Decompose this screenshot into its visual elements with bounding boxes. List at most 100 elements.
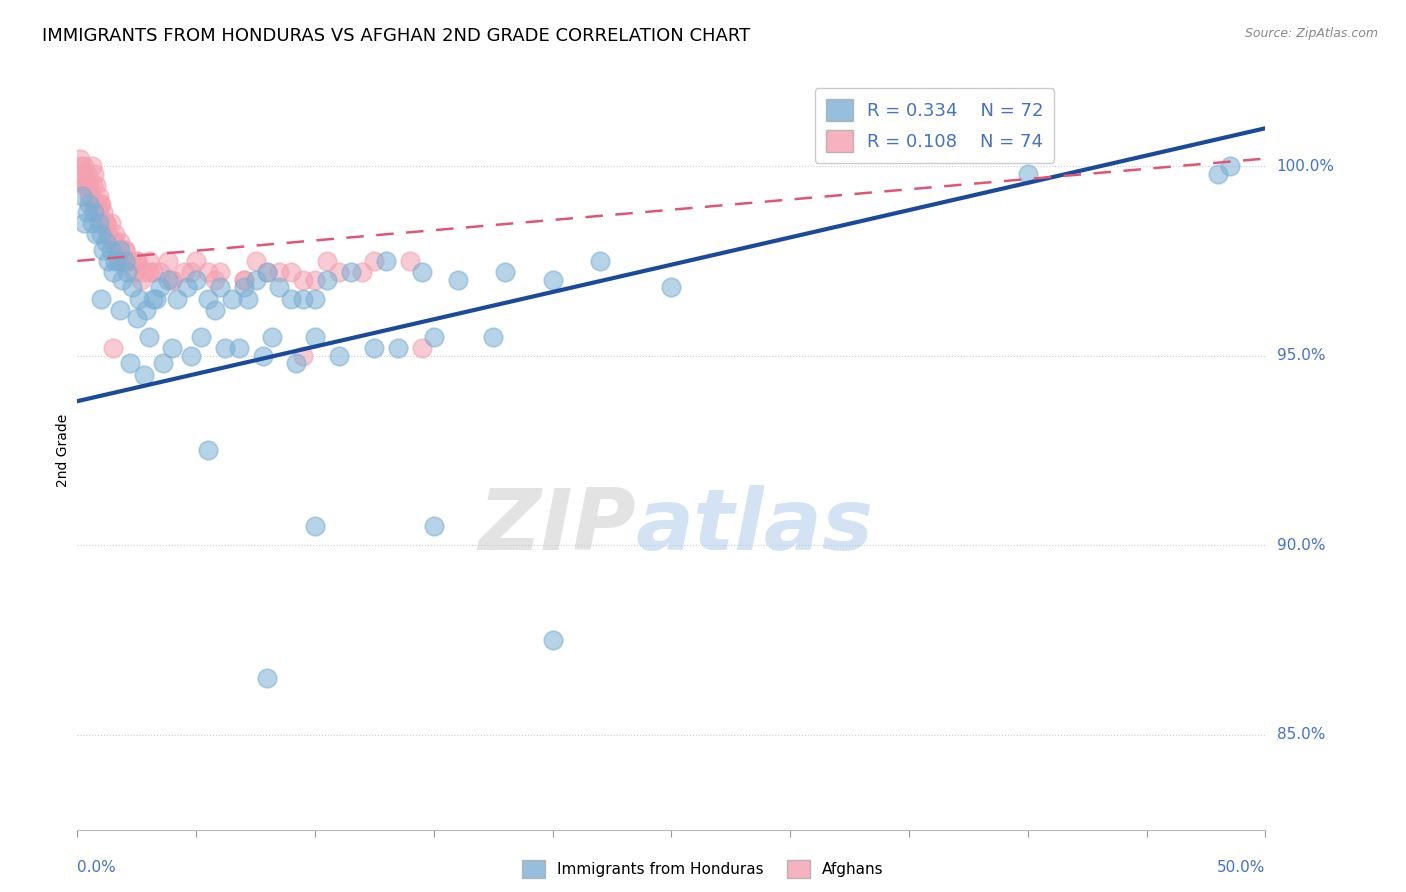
Point <box>142 292 165 306</box>
Point <box>77 197 100 211</box>
Y-axis label: 2nd Grade: 2nd Grade <box>56 414 70 487</box>
Point <box>304 330 326 344</box>
Point <box>176 280 198 294</box>
Point <box>232 280 254 294</box>
Text: IMMIGRANTS FROM HONDURAS VS AFGHAN 2ND GRADE CORRELATION CHART: IMMIGRANTS FROM HONDURAS VS AFGHAN 2ND G… <box>42 27 751 45</box>
Point <box>197 443 219 458</box>
Point <box>135 303 157 318</box>
Point <box>208 265 231 279</box>
Point <box>114 243 136 257</box>
Point <box>173 265 195 279</box>
Point <box>101 235 124 249</box>
Point <box>90 292 112 306</box>
Point <box>87 189 110 203</box>
Point <box>232 273 254 287</box>
Point <box>180 265 202 279</box>
Point <box>1206 167 1229 181</box>
Point <box>104 235 127 249</box>
Point <box>166 292 188 306</box>
Point <box>256 671 278 685</box>
Point <box>197 265 219 279</box>
Point <box>304 519 326 533</box>
Point <box>149 280 172 294</box>
Point <box>108 235 131 249</box>
Point <box>87 216 110 230</box>
Point <box>1219 159 1241 173</box>
Text: 0.0%: 0.0% <box>77 860 117 875</box>
Point <box>83 167 105 181</box>
Point <box>118 356 141 370</box>
Point <box>197 292 219 306</box>
Legend: Immigrants from Honduras, Afghans: Immigrants from Honduras, Afghans <box>516 854 890 884</box>
Point <box>132 368 155 382</box>
Point <box>423 330 446 344</box>
Point <box>138 265 160 279</box>
Point <box>69 152 91 166</box>
Point <box>204 303 226 318</box>
Point <box>589 253 612 268</box>
Point <box>70 189 93 203</box>
Point <box>77 178 100 192</box>
Point <box>76 178 98 192</box>
Point <box>97 227 120 242</box>
Point <box>100 216 122 230</box>
Point <box>94 235 117 249</box>
Point <box>411 265 433 279</box>
Point <box>77 178 100 192</box>
Point <box>328 265 350 279</box>
Text: atlas: atlas <box>636 484 875 568</box>
Point <box>115 265 138 279</box>
Point <box>245 273 267 287</box>
Point <box>114 253 136 268</box>
Point <box>661 280 683 294</box>
Point <box>73 216 96 230</box>
Point <box>284 356 307 370</box>
Point <box>83 204 105 219</box>
Point <box>125 253 148 268</box>
Point <box>125 310 148 325</box>
Point <box>107 243 129 257</box>
Point <box>232 273 254 287</box>
Point <box>494 265 516 279</box>
Point <box>149 265 172 279</box>
Point <box>541 273 564 287</box>
Point <box>221 292 243 306</box>
Point <box>1017 167 1039 181</box>
Point <box>107 253 129 268</box>
Point <box>104 253 127 268</box>
Point <box>76 167 98 181</box>
Point <box>162 273 184 287</box>
Point <box>84 197 107 211</box>
Point <box>256 265 278 279</box>
Point <box>262 330 284 344</box>
Point <box>162 273 184 287</box>
Point <box>73 159 96 173</box>
Point <box>86 197 108 211</box>
Point <box>145 292 167 306</box>
Point <box>252 349 274 363</box>
Point <box>93 216 115 230</box>
Point <box>256 265 278 279</box>
Text: 100.0%: 100.0% <box>1277 159 1334 174</box>
Point <box>304 273 326 287</box>
Point <box>292 349 315 363</box>
Point <box>204 273 226 287</box>
Point <box>269 265 291 279</box>
Point <box>186 253 208 268</box>
Point <box>82 178 104 192</box>
Point <box>104 227 127 242</box>
Point <box>315 253 337 268</box>
Point <box>124 265 146 279</box>
Point <box>446 273 468 287</box>
Point <box>245 253 267 268</box>
Point <box>138 330 160 344</box>
Point <box>79 189 101 203</box>
Text: ZIP: ZIP <box>478 484 636 568</box>
Point <box>108 243 131 257</box>
Point <box>93 243 115 257</box>
Point <box>118 253 141 268</box>
Point <box>125 253 148 268</box>
Point <box>101 265 124 279</box>
Text: 85.0%: 85.0% <box>1277 727 1324 742</box>
Point <box>352 265 374 279</box>
